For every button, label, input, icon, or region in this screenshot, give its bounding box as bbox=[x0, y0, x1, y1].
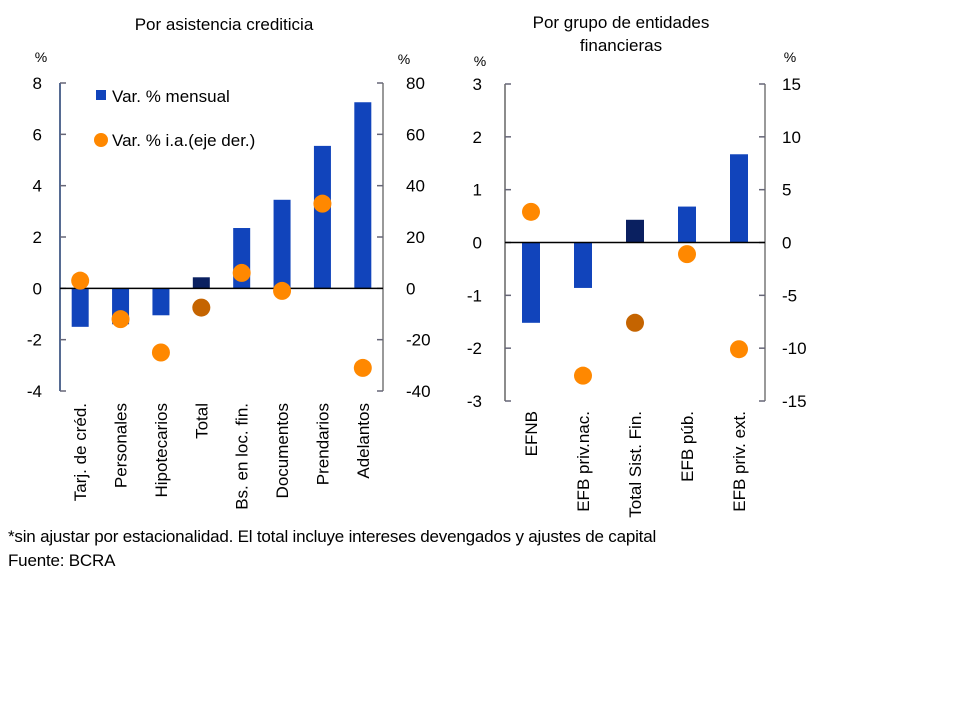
right-tick-label: 10 bbox=[782, 128, 801, 147]
left-tick-label: 4 bbox=[33, 177, 42, 196]
left-tick-label: 6 bbox=[33, 125, 42, 144]
left-tick-label: -3 bbox=[467, 392, 482, 411]
source-note: Fuente: BCRA bbox=[8, 551, 116, 570]
category-label: Total bbox=[192, 403, 211, 439]
category-label: Adelantos bbox=[354, 403, 373, 479]
legend-bar-swatch bbox=[96, 90, 106, 100]
left-tick-label: 2 bbox=[33, 228, 42, 247]
right-tick-label: 0 bbox=[782, 234, 791, 253]
right-tick-label: 5 bbox=[782, 181, 791, 200]
legend-dot-swatch bbox=[94, 133, 108, 147]
category-label: EFB priv.nac. bbox=[574, 411, 593, 512]
dot bbox=[353, 358, 372, 377]
category-label: EFB priv. ext. bbox=[730, 411, 749, 512]
footnote: *sin ajustar por estacionalidad. El tota… bbox=[8, 527, 657, 546]
bar bbox=[71, 288, 89, 327]
left-tick-label: 3 bbox=[473, 75, 482, 94]
category-label: Prendarios bbox=[313, 403, 332, 485]
legend-dot-label: Var. % i.a.(eje der.) bbox=[112, 131, 255, 150]
dot bbox=[522, 202, 540, 221]
left-tick-label: -2 bbox=[467, 339, 482, 358]
right-tick-label: 60 bbox=[406, 125, 425, 144]
left-axis-unit: % bbox=[474, 53, 486, 69]
left-tick-label: 8 bbox=[33, 74, 42, 93]
right-axis-unit: % bbox=[784, 49, 796, 65]
category-label: EFB púb. bbox=[678, 411, 697, 482]
bar bbox=[626, 219, 644, 243]
dot bbox=[313, 194, 332, 213]
bar bbox=[574, 242, 592, 288]
left-tick-label: 0 bbox=[473, 234, 482, 253]
bar bbox=[192, 277, 210, 289]
left-tick-label: -2 bbox=[27, 331, 42, 350]
category-label: EFNB bbox=[522, 411, 541, 456]
left-axis-unit: % bbox=[35, 49, 47, 65]
dot bbox=[574, 366, 592, 385]
right-tick-label: 15 bbox=[782, 75, 801, 94]
chart-1: Por asistencia crediticia% %-4-202468-40-… bbox=[27, 15, 431, 510]
right-axis-unit: % bbox=[398, 51, 410, 67]
dot bbox=[273, 281, 292, 300]
dot bbox=[111, 310, 130, 329]
dot bbox=[678, 245, 696, 264]
left-tick-label: 0 bbox=[33, 279, 42, 298]
right-tick-label: -20 bbox=[406, 331, 431, 350]
right-tick-label: 20 bbox=[406, 228, 425, 247]
bar bbox=[313, 145, 331, 289]
left-tick-label: 1 bbox=[473, 181, 482, 200]
dot bbox=[626, 313, 644, 332]
bar bbox=[678, 206, 696, 243]
category-label: Total Sist. Fin. bbox=[626, 411, 645, 518]
left-tick-label: -1 bbox=[467, 286, 482, 305]
right-tick-label: -10 bbox=[782, 339, 807, 358]
right-tick-label: -40 bbox=[406, 382, 431, 401]
left-tick-label: 2 bbox=[473, 128, 482, 147]
dot bbox=[192, 298, 211, 317]
dot bbox=[71, 271, 90, 290]
category-label: Personales bbox=[112, 403, 131, 488]
bar bbox=[522, 242, 540, 323]
left-tick-label: -4 bbox=[27, 382, 42, 401]
bar bbox=[730, 154, 748, 243]
category-label: Hipotecarios bbox=[152, 403, 171, 498]
bar bbox=[273, 199, 291, 289]
bar bbox=[152, 288, 170, 316]
chart-title: financieras bbox=[580, 36, 662, 55]
right-tick-label: 80 bbox=[406, 74, 425, 93]
legend: Var. % mensual Var. % i.a.(eje der.) bbox=[94, 87, 255, 150]
category-label: Bs. en loc. fin. bbox=[233, 403, 252, 510]
right-tick-label: -15 bbox=[782, 392, 807, 411]
legend-bar-label: Var. % mensual bbox=[112, 87, 230, 106]
chart-title: Por grupo de entidades bbox=[533, 13, 710, 32]
chart-2: Por grupo de entidades financieras% % -3 -2 -… bbox=[467, 13, 807, 518]
right-tick-label: -5 bbox=[782, 286, 797, 305]
dot bbox=[730, 340, 748, 359]
dot bbox=[151, 343, 170, 362]
bar bbox=[354, 102, 372, 289]
category-label: Documentos bbox=[273, 403, 292, 498]
dot bbox=[232, 263, 251, 282]
chart-title: Por asistencia crediticia bbox=[135, 15, 314, 34]
right-tick-label: 0 bbox=[406, 279, 415, 298]
category-label: Tarj. de créd. bbox=[71, 403, 90, 501]
right-tick-label: 40 bbox=[406, 177, 425, 196]
